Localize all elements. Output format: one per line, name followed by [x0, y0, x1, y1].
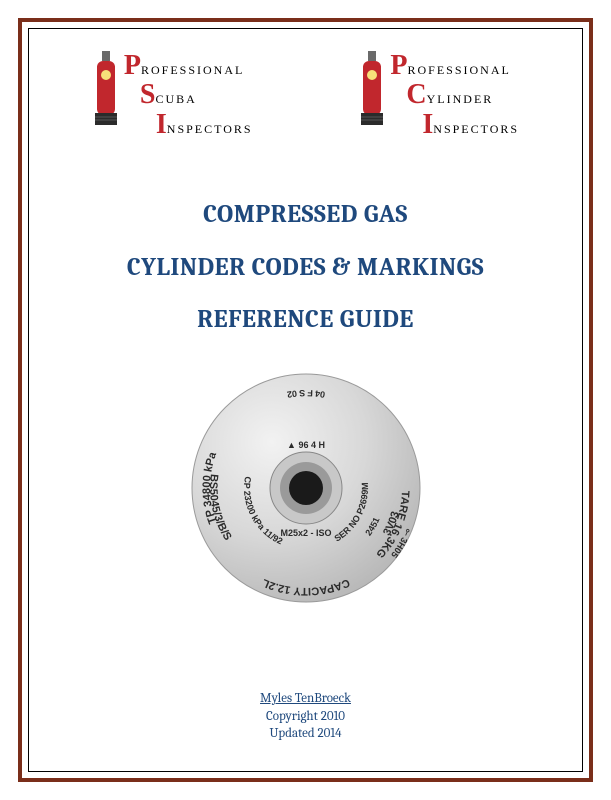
cylinder-figure: 04 F S 02BS5045/3/B/S3V03CP 23200 kPa 11…: [29, 369, 582, 612]
rest-professional: ROFESSIONAL: [141, 63, 244, 77]
word-professional: PROFESSIONAL: [390, 51, 519, 80]
pci-words: PROFESSIONAL CYLINDER INSPECTORS: [390, 51, 519, 139]
title-line-3: REFERENCE GUIDE: [29, 294, 582, 347]
psi-logo: PROFESSIONAL SCUBA INSPECTORS: [92, 51, 253, 139]
title-line-1: COMPRESSED GAS: [29, 189, 582, 242]
tank-icon: [358, 51, 386, 129]
footer: Myles TenBroeck Copyright 2010 Updated 2…: [29, 690, 582, 743]
title-block: COMPRESSED GAS CYLINDER CODES & MARKINGS…: [29, 189, 582, 347]
letter-i: I: [156, 109, 167, 140]
author: Myles TenBroeck: [29, 690, 582, 708]
svg-text:▲ 96 4 H: ▲ 96 4 H: [287, 440, 325, 450]
letter-p: P: [390, 50, 407, 81]
word-inspectors: INSPECTORS: [390, 110, 519, 139]
letter-p: P: [124, 50, 141, 81]
word-cylinder: CYLINDER: [390, 80, 519, 109]
rest-cylinder: YLINDER: [427, 92, 494, 106]
cylinder-top-icon: 04 F S 02BS5045/3/B/S3V03CP 23200 kPa 11…: [187, 369, 425, 612]
tank-icon: [92, 51, 120, 129]
pci-logo: PROFESSIONAL CYLINDER INSPECTORS: [358, 51, 519, 139]
word-scuba: SCUBA: [124, 80, 253, 109]
inner-border: PROFESSIONAL SCUBA INSPECTORS PROFESSION…: [28, 28, 583, 772]
rest-inspectors: NSPECTORS: [433, 122, 519, 136]
updated: Updated 2014: [29, 725, 582, 743]
rest-scuba: CUBA: [155, 92, 196, 106]
rest-professional: ROFESSIONAL: [408, 63, 511, 77]
logo-row: PROFESSIONAL SCUBA INSPECTORS PROFESSION…: [29, 29, 582, 149]
word-inspectors: INSPECTORS: [124, 110, 253, 139]
rest-inspectors: NSPECTORS: [167, 122, 253, 136]
psi-words: PROFESSIONAL SCUBA INSPECTORS: [124, 51, 253, 139]
letter-s: S: [140, 79, 156, 110]
svg-text:M25x2 - ISO: M25x2 - ISO: [280, 528, 331, 538]
word-professional: PROFESSIONAL: [124, 51, 253, 80]
page: PROFESSIONAL SCUBA INSPECTORS PROFESSION…: [0, 0, 611, 800]
title-line-2: CYLINDER CODES & MARKINGS: [29, 242, 582, 295]
letter-c: C: [406, 79, 426, 110]
outer-border: PROFESSIONAL SCUBA INSPECTORS PROFESSION…: [18, 18, 593, 782]
letter-i: I: [422, 109, 433, 140]
copyright: Copyright 2010: [29, 708, 582, 726]
